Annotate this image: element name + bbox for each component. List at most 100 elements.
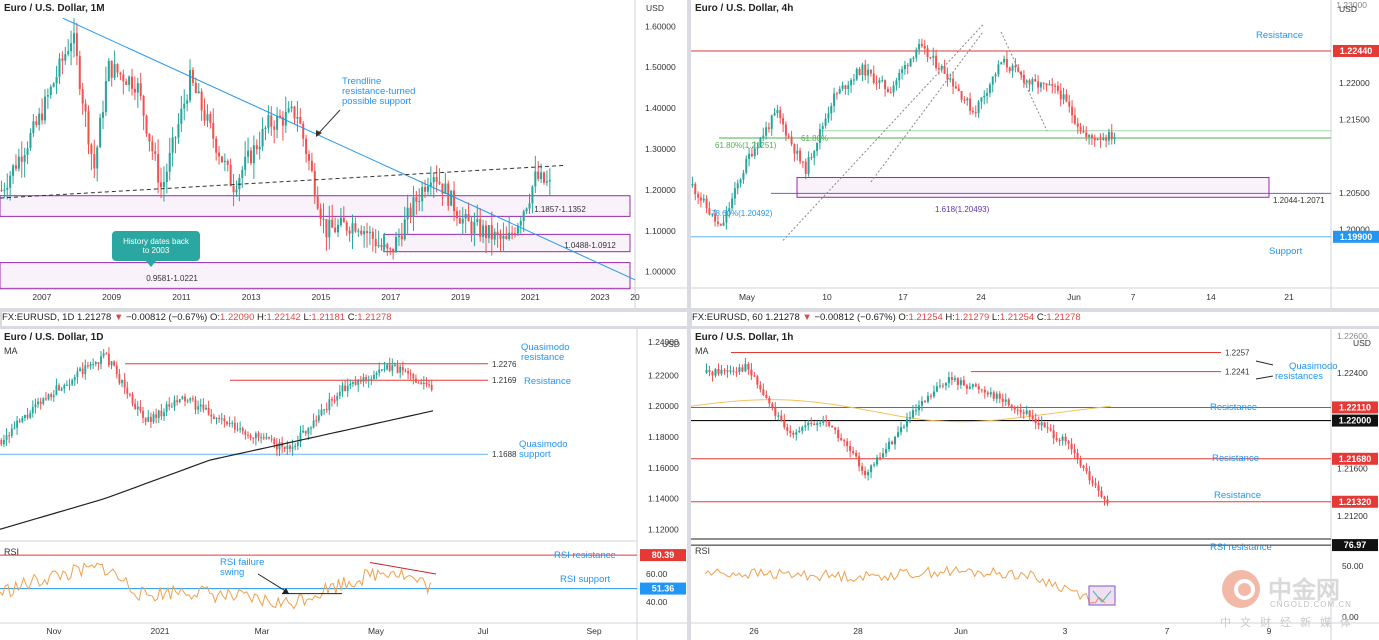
zone-box <box>0 262 631 290</box>
candle <box>65 384 68 386</box>
candle <box>1079 459 1082 466</box>
candle <box>1022 74 1025 83</box>
candle <box>735 371 738 373</box>
candle <box>125 81 128 85</box>
candle <box>336 395 339 401</box>
infobar-symbol: FX:EURUSD, 60 <box>692 312 763 323</box>
candle <box>388 364 391 371</box>
resistance-label: Resistance <box>1212 453 1259 464</box>
candle <box>354 223 357 232</box>
candle <box>212 416 215 419</box>
candle <box>26 414 29 418</box>
candle <box>513 233 517 235</box>
infobar-low-label: L: <box>303 312 312 323</box>
candle <box>55 76 58 84</box>
h4-chart-panel[interactable]: 1.23000 USD 1.22000 1.21500 1.20500 1.20000 Ma… <box>691 0 1379 308</box>
candle <box>290 106 293 109</box>
x-tick-label: 2015 <box>312 292 331 302</box>
candle <box>960 91 963 100</box>
candle <box>232 185 235 193</box>
candle <box>168 404 171 407</box>
candle <box>24 414 26 419</box>
candle <box>322 218 325 220</box>
candle <box>732 370 735 372</box>
candle <box>889 92 892 94</box>
candle <box>267 115 270 128</box>
candle <box>270 438 273 440</box>
daily-chart-panel[interactable]: 1.24000 USD 1.22000 1.20000 1.18000 1.16000 1.… <box>0 329 687 640</box>
candle <box>252 145 255 164</box>
candle <box>476 219 479 223</box>
candle <box>852 79 855 81</box>
candle <box>895 80 898 86</box>
candle <box>415 378 417 383</box>
candle <box>275 444 278 450</box>
monthly-title: Euro / U.S. Dollar, 1M <box>4 3 105 14</box>
rsi-resistance-badge-bg <box>640 549 686 562</box>
candle <box>885 449 888 454</box>
x-tick-label: 2007 <box>32 292 51 302</box>
candle <box>756 146 759 149</box>
x-tick-label: Jul <box>478 626 489 636</box>
qm-sup-annotation: Quasimodo <box>519 439 568 450</box>
candle <box>23 154 26 162</box>
zone-label: 1.2044-1.2071 <box>1273 196 1325 205</box>
x-tick-label: 7 <box>1165 626 1170 636</box>
candle <box>197 91 200 94</box>
currency-label: USD <box>646 3 664 13</box>
candle <box>299 432 302 443</box>
candle <box>974 384 977 387</box>
candle <box>338 391 341 396</box>
candle <box>406 207 409 220</box>
right-infobar: FX:EURUSD, 60 1.21278 ▼ −0.00812 (−0.67%… <box>692 312 1379 326</box>
candle <box>206 114 209 121</box>
candle <box>6 187 9 190</box>
candle <box>1103 496 1106 500</box>
candle <box>94 362 97 365</box>
candle <box>328 219 331 238</box>
infobar-high-label: H: <box>257 312 267 323</box>
h1-chart-panel[interactable]: 1.22600 USD 1.22400 1.21600 1.21200 26 28 Jun 3 7… <box>691 329 1379 640</box>
y-tick-label: 1.50000 <box>645 62 676 72</box>
candle <box>441 183 444 194</box>
candle <box>13 427 16 429</box>
monthly-chart[interactable]: USD 1.60000 1.50000 1.40000 1.30000 1.20000 1.… <box>0 0 687 308</box>
candle <box>43 96 46 121</box>
candle <box>825 420 828 422</box>
candle <box>375 373 378 375</box>
candle <box>136 406 139 410</box>
candle <box>765 394 768 399</box>
candle <box>430 385 433 390</box>
arrowhead-icon <box>282 587 289 594</box>
candle <box>864 470 867 476</box>
candle <box>540 172 543 180</box>
candle <box>756 376 759 385</box>
infobar-change: −0.00812 (−0.67%) <box>126 312 208 323</box>
candle <box>218 417 221 420</box>
down-arrow-icon: ▼ <box>113 312 124 323</box>
candle <box>1097 485 1100 491</box>
candle <box>64 54 67 61</box>
candle <box>45 398 47 400</box>
candle <box>229 164 232 186</box>
candle <box>531 186 534 204</box>
candle <box>333 400 336 402</box>
candle <box>977 386 980 390</box>
candle <box>807 422 810 426</box>
candle <box>980 97 983 102</box>
candle <box>342 217 345 223</box>
candle <box>1031 416 1034 419</box>
candle <box>296 442 299 446</box>
candle <box>291 446 294 449</box>
candle <box>181 396 184 400</box>
candle <box>29 413 32 418</box>
fib-extension-diagonal <box>870 31 984 183</box>
candle <box>691 184 694 186</box>
candle <box>194 399 197 410</box>
candle <box>929 57 932 59</box>
candle <box>1064 436 1067 442</box>
monthly-chart-panel[interactable]: USD 1.60000 1.50000 1.40000 1.30000 1.20000 1.… <box>0 0 687 308</box>
